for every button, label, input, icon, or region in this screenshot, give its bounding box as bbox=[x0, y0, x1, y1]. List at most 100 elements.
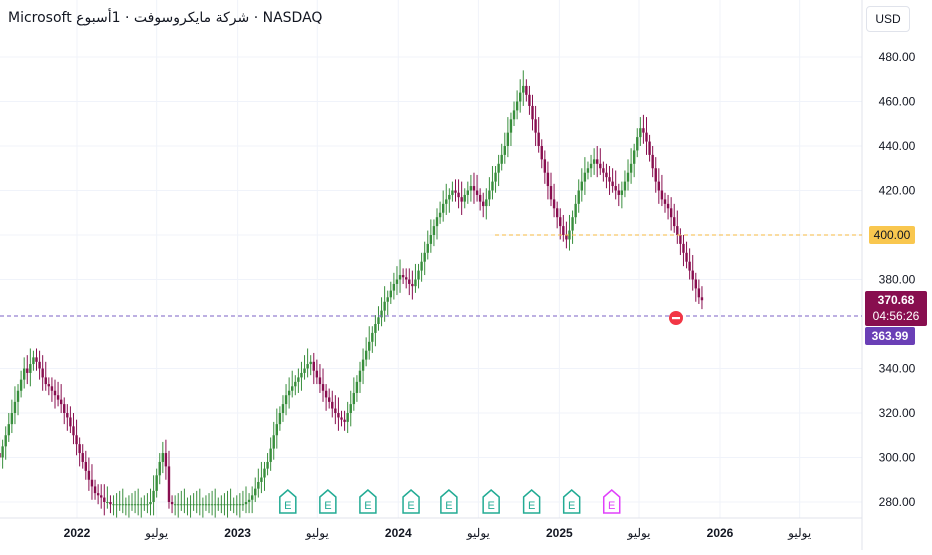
candle-body bbox=[691, 270, 694, 280]
earnings-marker[interactable]: E bbox=[522, 489, 541, 514]
candle-body bbox=[238, 504, 242, 506]
candle-body bbox=[263, 468, 266, 478]
candle-body bbox=[331, 401, 334, 409]
candle-body bbox=[7, 424, 10, 436]
candle-body bbox=[605, 172, 608, 178]
candle-body bbox=[426, 243, 429, 253]
candle-body bbox=[408, 279, 411, 284]
candle-body bbox=[368, 341, 371, 351]
y-tick-label: 380.00 bbox=[879, 273, 916, 287]
earnings-marker[interactable]: E bbox=[279, 489, 297, 514]
candle-body bbox=[438, 212, 442, 218]
candle-body bbox=[445, 199, 448, 204]
candle-body bbox=[19, 379, 23, 391]
candle-body bbox=[53, 390, 57, 396]
candle-body bbox=[669, 208, 673, 218]
prev-close-text: 363.99 bbox=[872, 329, 909, 343]
candle-body bbox=[250, 495, 254, 500]
candle-body bbox=[198, 504, 201, 506]
candle-body bbox=[41, 368, 44, 378]
candle-body bbox=[106, 502, 109, 503]
candle-body bbox=[346, 413, 349, 422]
earnings-marker-label: E bbox=[528, 500, 535, 512]
earnings-marker[interactable]: E bbox=[359, 489, 377, 514]
alert-remove-icon-bar bbox=[672, 317, 680, 320]
candle-body bbox=[32, 357, 35, 365]
candle-body bbox=[112, 504, 115, 506]
earnings-marker-shape bbox=[319, 489, 337, 514]
candle-body bbox=[155, 475, 158, 491]
earnings-marker-shape bbox=[359, 489, 377, 514]
candle-body bbox=[494, 172, 497, 182]
prev-close-badge bbox=[865, 327, 915, 345]
candle-body bbox=[63, 404, 66, 413]
candle-body bbox=[537, 132, 540, 146]
candle-body bbox=[56, 395, 60, 400]
candle-body bbox=[414, 279, 417, 287]
candle-body bbox=[411, 283, 414, 287]
candle-body bbox=[626, 172, 630, 182]
candle-body bbox=[475, 190, 479, 195]
y-tick-label: 460.00 bbox=[879, 95, 916, 109]
candle-body bbox=[47, 384, 51, 387]
candle-body bbox=[4, 435, 7, 447]
candle-body bbox=[676, 226, 679, 235]
candle-body bbox=[583, 172, 587, 182]
candle-body bbox=[170, 502, 174, 505]
candle-body bbox=[632, 150, 636, 164]
candle-body bbox=[503, 146, 506, 155]
candle-body bbox=[173, 504, 177, 506]
candle-body bbox=[281, 404, 285, 413]
earnings-marker[interactable]: E bbox=[482, 489, 500, 514]
candle-body bbox=[161, 453, 165, 462]
candle-body bbox=[93, 486, 97, 494]
candle-body bbox=[586, 168, 590, 173]
candle-body bbox=[463, 194, 466, 202]
candle-body bbox=[16, 390, 20, 402]
candle-body bbox=[229, 504, 232, 506]
earnings-marker[interactable]: E bbox=[562, 489, 581, 514]
candle-body bbox=[531, 105, 534, 120]
candle-body bbox=[257, 481, 260, 489]
earnings-marker[interactable]: E bbox=[440, 489, 458, 514]
y-tick-label: 340.00 bbox=[879, 362, 916, 376]
candle-body bbox=[183, 504, 186, 506]
candle-body bbox=[223, 504, 226, 506]
candle-body bbox=[614, 186, 617, 191]
candle-body bbox=[232, 504, 235, 506]
earnings-marker[interactable]: E bbox=[402, 489, 420, 514]
candle-body bbox=[315, 370, 319, 378]
x-tick-label: 2026 bbox=[707, 526, 734, 540]
candle-body bbox=[10, 413, 14, 425]
candle-body bbox=[75, 435, 78, 445]
candle-body bbox=[645, 132, 648, 142]
last-price-badge bbox=[865, 291, 927, 326]
earnings-marker-shape bbox=[482, 489, 500, 514]
candle-body bbox=[127, 504, 131, 506]
candle-body bbox=[592, 159, 596, 164]
candle-body bbox=[186, 504, 189, 506]
candle-body bbox=[497, 163, 500, 173]
symbol-title[interactable]: Microsoft شركة مايكروسوفت · 1أسبوع · NAS… bbox=[8, 10, 323, 26]
candle-body bbox=[364, 350, 368, 360]
candle-body bbox=[460, 197, 463, 202]
candle-body bbox=[700, 297, 704, 301]
y-tick-label: 440.00 bbox=[879, 139, 916, 153]
candle-body bbox=[666, 203, 670, 209]
candle-body bbox=[639, 128, 642, 138]
currency-button[interactable]: USD bbox=[866, 6, 910, 32]
candle-body bbox=[133, 504, 137, 506]
candle-body bbox=[654, 168, 657, 182]
earnings-upcoming-marker[interactable]: E bbox=[602, 489, 621, 514]
candle-body bbox=[657, 181, 661, 191]
y-tick-label: 280.00 bbox=[879, 495, 916, 509]
candle-body bbox=[96, 493, 100, 496]
candle-body bbox=[688, 261, 691, 271]
candle-body bbox=[398, 275, 402, 280]
candle-body bbox=[420, 261, 423, 271]
earnings-marker-shape bbox=[522, 489, 541, 514]
earnings-marker[interactable]: E bbox=[319, 489, 337, 514]
